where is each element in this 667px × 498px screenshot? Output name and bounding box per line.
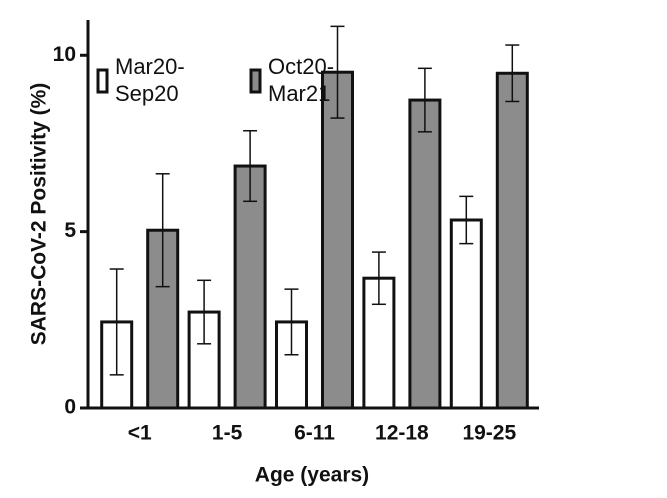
bar [321, 70, 354, 410]
x-axis-title: Age (years) [255, 464, 369, 487]
y-axis-title: SARS-CoV-2 Positivity (%) [28, 83, 51, 346]
x-tick-label: 1-5 [212, 422, 243, 445]
legend-label: Mar20-Sep20 [115, 54, 185, 106]
bar [233, 164, 267, 410]
error-bar [505, 44, 520, 103]
error-bar [459, 195, 474, 245]
y-tick-label: 0 [64, 396, 76, 419]
error-bar [243, 130, 258, 203]
error-bar [417, 67, 432, 133]
error-bar [284, 288, 299, 356]
x-tick-label: 12-18 [375, 422, 429, 445]
bar [449, 218, 483, 410]
error-bar [330, 25, 345, 119]
error-bar [371, 251, 386, 306]
bar [495, 71, 529, 410]
y-tick-label: 10 [53, 43, 76, 66]
legend-label: Oct20-Mar21 [268, 54, 334, 106]
error-bar [197, 279, 212, 345]
x-tick-label: 6-11 [294, 422, 335, 445]
y-tick-label: 5 [64, 219, 76, 242]
bar [362, 276, 396, 410]
x-tick-label: <1 [128, 422, 152, 445]
legend-swatch [96, 68, 109, 94]
error-bar [109, 268, 124, 376]
error-bar [155, 173, 170, 288]
bar [408, 98, 442, 410]
legend-swatch [249, 68, 262, 94]
x-tick-label: 19-25 [462, 422, 516, 445]
